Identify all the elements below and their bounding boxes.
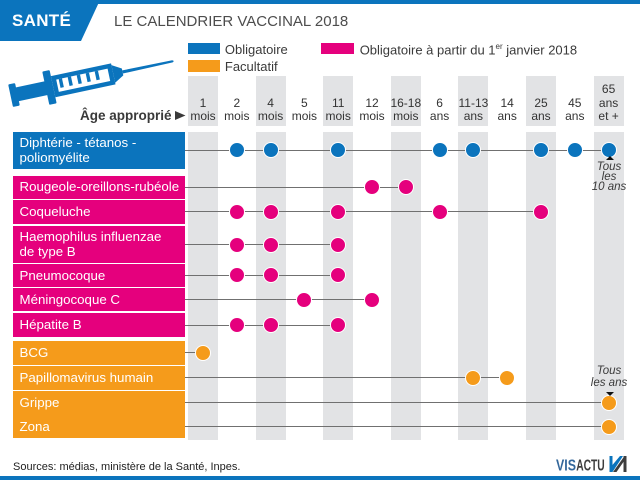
svg-text:VIS: VIS (556, 457, 576, 474)
svg-text:ACTU: ACTU (576, 457, 605, 474)
